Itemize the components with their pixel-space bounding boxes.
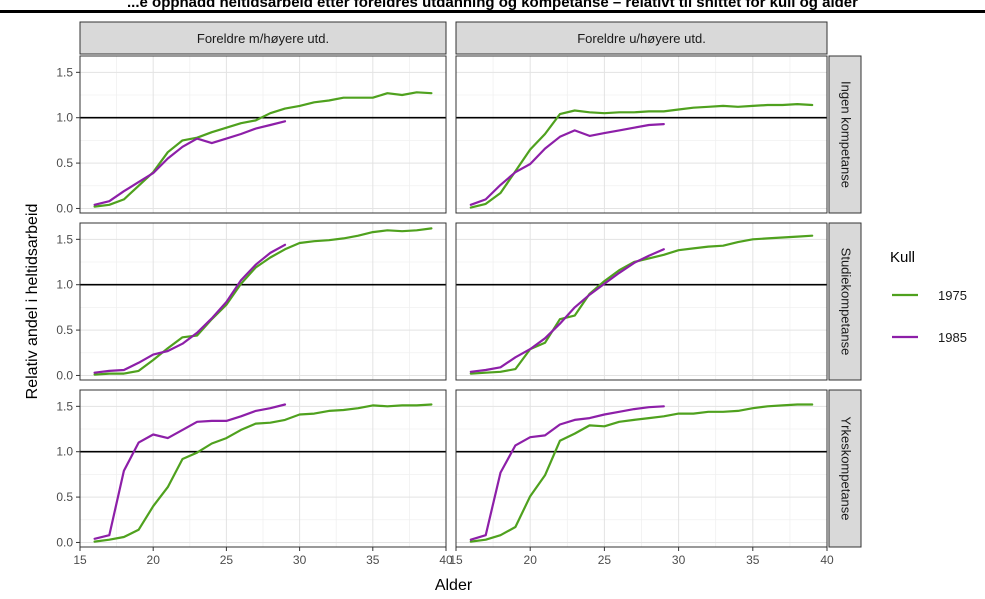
series-line-1975-r1-c0 — [93, 227, 433, 376]
facet-strip-row-label-1: Studiekompetanse — [839, 248, 854, 356]
panel-border-0-0 — [79, 55, 447, 214]
x-tick-label: 25 — [220, 553, 234, 567]
panel-border-1-1 — [455, 222, 828, 381]
series-line-1975-r2-c0 — [93, 403, 433, 543]
title-rule — [0, 10, 985, 13]
x-tick-label: 25 — [598, 553, 612, 567]
y-tick-label: 1.0 — [56, 445, 73, 459]
series-line-1985-r0-c0 — [93, 120, 287, 206]
x-tick-label: 30 — [672, 553, 686, 567]
series-line-1985-r1-c0 — [93, 243, 287, 374]
y-tick-label: 1.5 — [56, 232, 73, 246]
facet-strip-col-label-1: Foreldre u/høyere utd. — [577, 31, 706, 46]
x-tick-label: 20 — [524, 553, 538, 567]
panel-border-1-0 — [79, 222, 447, 381]
legend-label-1985: 1985 — [938, 330, 967, 345]
y-tick-label: 1.0 — [56, 111, 73, 125]
facet-strip-row-1 — [828, 222, 862, 381]
panel-border-2-0 — [79, 389, 447, 548]
facet-strip-col-1 — [455, 21, 828, 55]
facet-strip-col-label-0: Foreldre m/høyere utd. — [197, 31, 329, 46]
y-tick-label: 1.5 — [56, 65, 73, 79]
facet-strip-row-label-0: Ingen kompetanse — [839, 81, 854, 188]
x-tick-label: 20 — [147, 553, 161, 567]
y-tick-label: 0.5 — [56, 156, 73, 170]
y-tick-label: 0.0 — [56, 201, 73, 215]
y-axis-title: Relativ andel i heltidsarbeid — [24, 204, 41, 400]
facet-strip-row-label-2: Yrkeskompetanse — [839, 416, 854, 520]
x-tick-label: 40 — [820, 553, 834, 567]
y-tick-label: 0.0 — [56, 535, 73, 549]
series-line-1985-r0-c1 — [469, 122, 665, 206]
chart-title: ...e oppnådd heltidsarbeid etter foreldr… — [127, 0, 858, 11]
legend-title: Kull — [890, 249, 915, 266]
y-tick-label: 0.5 — [56, 490, 73, 504]
x-tick-label: 15 — [449, 553, 463, 567]
series-line-1975-r2-c1 — [469, 403, 814, 543]
x-tick-label: 35 — [746, 553, 760, 567]
y-tick-label: 0.5 — [56, 323, 73, 337]
facet-strip-row-2 — [828, 389, 862, 548]
series-line-1975-r0-c1 — [469, 102, 814, 209]
x-tick-label: 40 — [439, 553, 453, 567]
series-line-1985-r2-c1 — [469, 405, 665, 541]
facet-strip-row-0 — [828, 55, 862, 214]
y-tick-label: 0.0 — [56, 368, 73, 382]
facet-strip-col-0 — [79, 21, 447, 55]
x-tick-label: 35 — [366, 553, 380, 567]
x-tick-label: 15 — [73, 553, 87, 567]
panel-border-2-1 — [455, 389, 828, 548]
y-tick-label: 1.0 — [56, 278, 73, 292]
legend-label-1975: 1975 — [938, 288, 967, 303]
y-tick-label: 1.5 — [56, 399, 73, 413]
panel-border-0-1 — [455, 55, 828, 214]
series-line-1985-r2-c0 — [93, 403, 287, 540]
series-line-1985-r1-c1 — [469, 248, 665, 373]
x-axis-title: Alder — [435, 577, 473, 594]
x-tick-label: 30 — [293, 553, 307, 567]
